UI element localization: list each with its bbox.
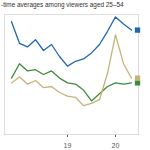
svg-text:19: 19 [64,142,72,148]
svg-text:20: 20 [112,142,120,148]
html-text:-time averages among viewers a: -time averages among viewers aged 25–54 [1,1,124,8]
